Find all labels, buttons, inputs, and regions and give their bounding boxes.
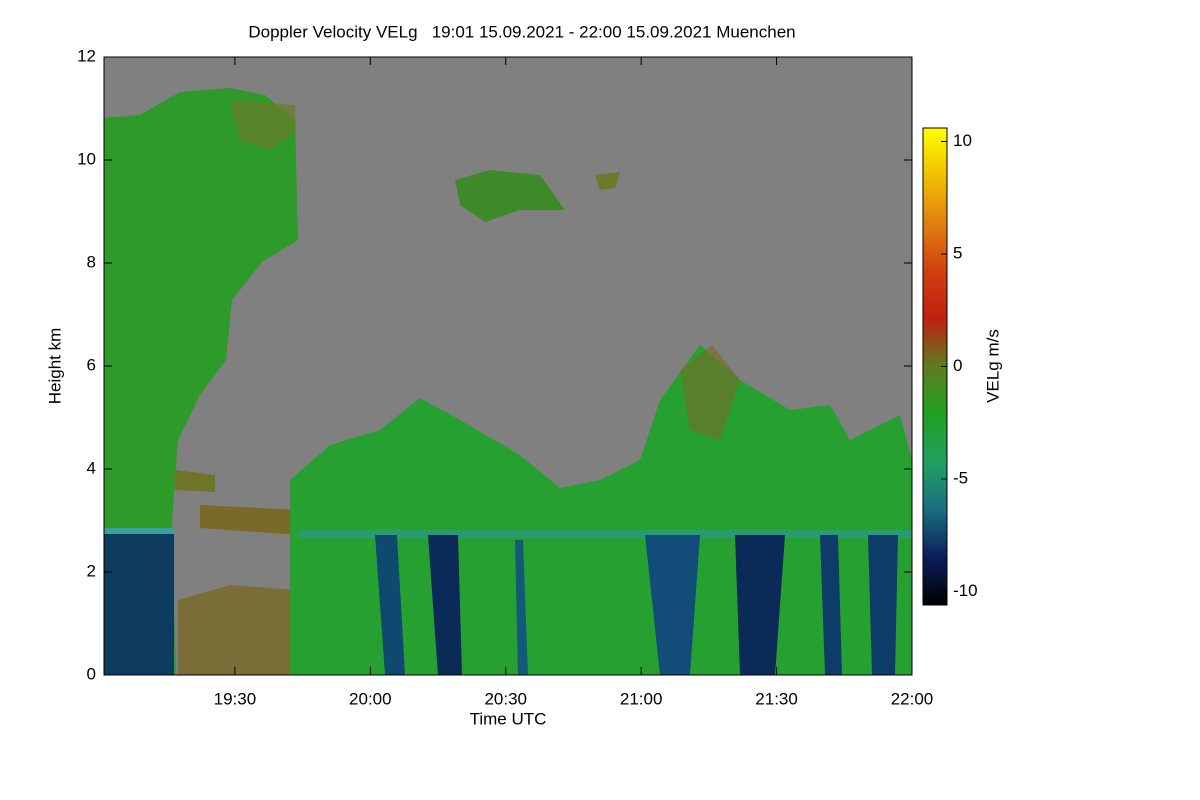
precip-region [104,532,174,675]
x-tick-label: 20:30 [484,689,527,708]
colorbar-label: VELg m/s [983,329,1002,403]
x-tick-label: 20:00 [349,689,392,708]
precip-region [515,540,528,675]
colorbar-tick-label: -5 [953,468,968,487]
precip-region [820,535,842,675]
melting-layer [300,530,912,538]
velocity-field [104,88,912,675]
y-tick-label: 10 [77,149,96,168]
cloud-region [455,170,565,222]
y-tick-label: 8 [87,252,96,271]
precip-region [375,535,405,675]
cloud-region [595,172,620,190]
x-tick-label: 21:30 [755,689,798,708]
y-tick-label: 4 [87,458,96,477]
cloud-region [680,345,740,440]
x-tick-label: 19:30 [214,689,257,708]
colorbar-tick-label: 5 [953,243,962,262]
colorbar-tick-label: 0 [953,356,962,375]
cloud-region [200,505,300,535]
y-tick-label: 12 [77,46,96,65]
x-tick-label: 22:00 [891,689,934,708]
precip-region [868,535,898,675]
precip-region [645,535,700,675]
melting-layer [104,528,174,534]
precip-region [735,535,785,675]
cloud-region [175,470,215,492]
y-axis-label: Height km [45,328,64,405]
x-tick-label: 21:00 [620,689,663,708]
y-tick-label: 6 [87,355,96,374]
y-tick-label: 0 [87,664,96,683]
x-axis-label: Time UTC [470,709,547,728]
colorbar-tick-label: 10 [953,131,972,150]
colorbar-tick-label: -10 [953,581,978,600]
precip-region [428,535,462,675]
chart-title: Doppler Velocity VELg 19:01 15.09.2021 -… [248,22,795,41]
cloud-region [230,100,296,150]
y-tick-label: 2 [87,561,96,580]
